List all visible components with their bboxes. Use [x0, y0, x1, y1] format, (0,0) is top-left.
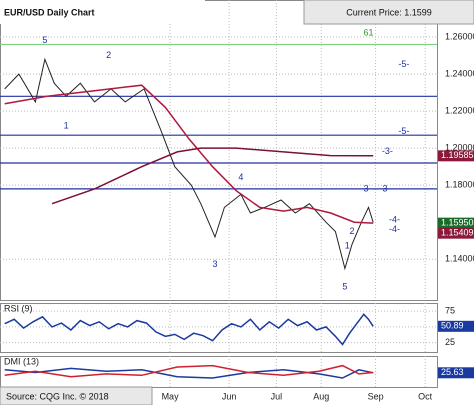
series-line — [4, 84, 374, 224]
price-tag-label: 1.15950 — [441, 218, 474, 228]
price-tag — [438, 150, 474, 162]
price-box — [303, 0, 474, 25]
series-line — [4, 313, 374, 346]
y-tick-label: 1.18000 — [445, 180, 474, 190]
annotation: 5 — [42, 35, 47, 45]
annotation: -4- — [389, 224, 400, 234]
source: Source: CQG Inc. © 2018 — [6, 391, 109, 401]
y-tick-label: 1.24000 — [445, 68, 474, 78]
price-tag — [438, 217, 474, 229]
price-tag-label: 1.15409 — [441, 228, 474, 238]
annotation: -5- — [398, 59, 409, 69]
annotation: 3 — [212, 259, 217, 269]
annotation: 61 — [363, 28, 373, 38]
chart-title: EUR/USD Daily Chart — [4, 7, 95, 17]
price-tag-label: 1.19585 — [441, 150, 474, 160]
y-tick-label: 1.14000 — [445, 254, 474, 264]
y-tick-label: 1.20000 — [445, 143, 474, 153]
annotation: 2 — [349, 226, 354, 236]
series-line — [4, 364, 374, 378]
y-tick-label: 1.26000 — [445, 31, 474, 41]
annotation: -4- — [389, 215, 400, 225]
x-tick-label: Jun — [222, 391, 237, 401]
panel-frame — [0, 356, 438, 388]
price-tag-label: 25.63 — [441, 367, 464, 377]
x-tick-label: Jul — [271, 391, 283, 401]
panel-frame — [0, 303, 438, 353]
panel-title: DMI (13) — [4, 356, 39, 366]
y-tick-label: 25 — [445, 337, 455, 347]
current-price: Current Price: 1.1599 — [346, 7, 432, 17]
annotation: 1 — [64, 120, 69, 130]
annotation: -5- — [398, 126, 409, 136]
annotation: 4 — [238, 172, 243, 182]
x-tick-label: May — [162, 391, 180, 401]
panel-frame — [0, 0, 438, 301]
price-tag — [438, 320, 474, 332]
series-line — [51, 147, 374, 205]
x-tick-label: Aug — [313, 391, 329, 401]
price-tag — [438, 227, 474, 239]
annotation: 1 — [345, 241, 350, 251]
y-tick-label: 1.22000 — [445, 105, 474, 115]
panel-title: RSI (9) — [4, 303, 33, 313]
annotation: 3 — [364, 183, 369, 193]
title-box — [0, 0, 205, 24]
annotation: -3- — [382, 146, 393, 156]
price-tag — [438, 367, 474, 379]
x-tick-label: Sep — [368, 391, 384, 401]
series-line — [4, 367, 374, 379]
annotation: 2 — [106, 50, 111, 60]
annotation: 5 — [342, 281, 347, 291]
source-box — [0, 386, 153, 405]
x-tick-label: Oct — [418, 391, 433, 401]
y-tick-label: 75 — [445, 306, 455, 316]
price-tag-label: 50.89 — [441, 321, 464, 331]
annotation: -3- — [380, 183, 391, 193]
